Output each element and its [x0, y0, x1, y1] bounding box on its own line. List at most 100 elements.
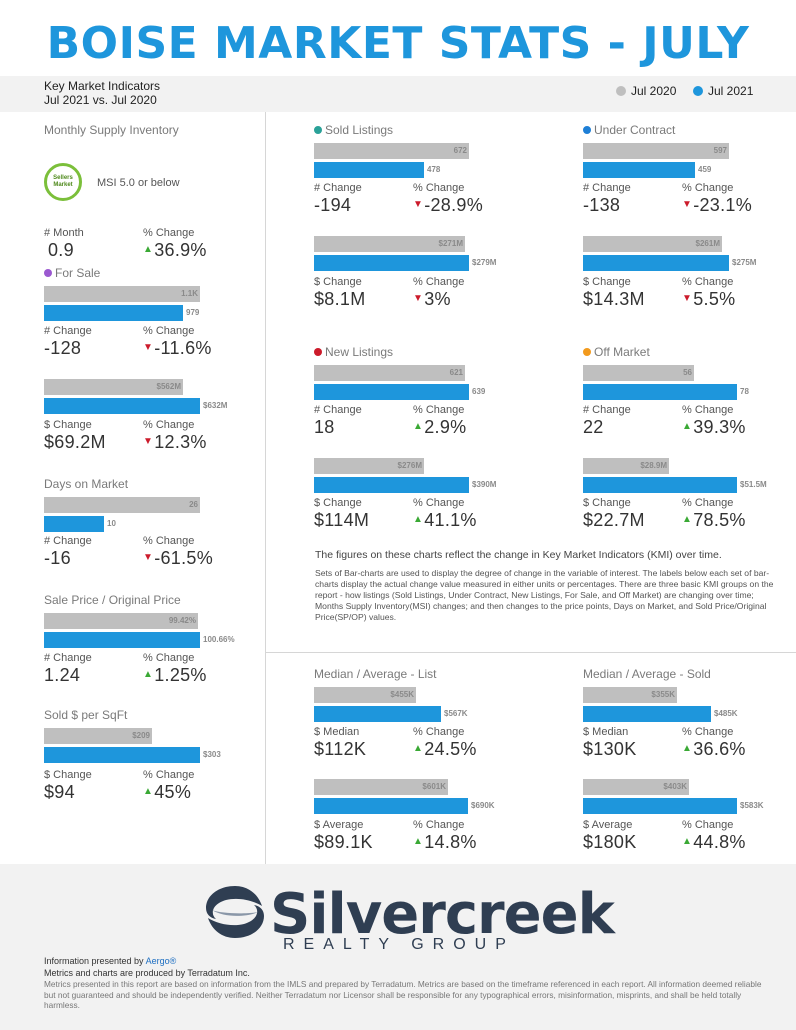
aergo-link[interactable]: Aergo® [145, 956, 177, 966]
section-divider [266, 652, 796, 653]
change-value: $22.7M [583, 510, 645, 531]
bar-jul-2020 [583, 365, 694, 381]
section-title-text: Sold $ per SqFt [44, 708, 128, 722]
pct-change-label: % Change [413, 819, 465, 831]
logo-subtitle: REALTY GROUP [283, 936, 515, 953]
bar-jul-2020 [314, 458, 424, 474]
down-arrow-icon: ▼ [682, 199, 693, 210]
bar-value-label: $562M [156, 382, 181, 391]
change-value: 18 [314, 417, 335, 438]
up-arrow-icon: ▲ [682, 836, 693, 847]
change-label: # Change [44, 652, 92, 664]
value-text: 39.3% [693, 417, 746, 437]
pct-change-value: ▲78.5% [682, 510, 746, 531]
section-title-sold: Sold Listings [314, 123, 393, 137]
presented-by: Information presented by Aergo® [44, 956, 176, 966]
bar-value-label: $209 [132, 731, 150, 740]
bar-jul-2021 [583, 477, 737, 493]
bar-value-label: 621 [449, 368, 463, 377]
section-title-text: Sale Price / Original Price [44, 593, 181, 607]
kmi-label: Key Market Indicators [44, 79, 161, 93]
section-title-new-listings: New Listings [314, 345, 393, 359]
down-arrow-icon: ▼ [682, 293, 693, 304]
bar-jul-2020 [583, 236, 722, 252]
pct-change-value: ▲44.8% [682, 832, 746, 853]
bar-value-label: $390M [472, 480, 497, 489]
bar-jul-2020 [44, 728, 152, 744]
value-text: $8.1M [314, 289, 366, 309]
value-text: -138 [583, 195, 621, 215]
change-value: $94 [44, 782, 75, 803]
value-text: 45% [154, 782, 192, 802]
legend-label: Jul 2020 [631, 84, 677, 98]
change-value: $130K [583, 739, 637, 760]
value-text: 14.8% [424, 832, 477, 852]
pct-change-value: ▼5.5% [682, 289, 735, 310]
bar-jul-2021 [314, 477, 469, 493]
bar-jul-2020 [314, 236, 465, 252]
change-value: $8.1M [314, 289, 366, 310]
value-text: $69.2M [44, 432, 106, 452]
pct-change-label: % Change [682, 819, 734, 831]
legend-label: Jul 2021 [708, 84, 754, 98]
pct-change-value: ▲41.1% [413, 510, 477, 531]
section-title-text: Median / Average - Sold [583, 667, 711, 681]
change-value: $180K [583, 832, 637, 853]
pct-change-label: % Change [413, 497, 465, 509]
bar-jul-2020 [44, 613, 198, 629]
bar-value-label: 78 [740, 387, 749, 396]
change-label: # Change [314, 182, 362, 194]
section-title-days: Days on Market [44, 477, 128, 491]
pct-change-value: ▼-11.6% [143, 338, 212, 359]
value-text: 36.6% [693, 739, 746, 759]
msi-title: Monthly Supply Inventory [44, 123, 179, 137]
change-value: -138 [583, 195, 620, 216]
change-value: 22 [583, 417, 604, 438]
value-text: $114M [314, 510, 370, 530]
value-text: -28.9% [424, 195, 484, 215]
bar-value-label: 459 [698, 165, 712, 174]
change-value: $69.2M [44, 432, 106, 453]
up-arrow-icon: ▲ [143, 786, 154, 797]
bar-jul-2020 [314, 779, 448, 795]
section-title-text: Sold Listings [325, 123, 394, 137]
bar-value-label: 597 [713, 146, 727, 155]
pct-change-value: ▲39.3% [682, 417, 746, 438]
up-arrow-icon: ▲ [413, 421, 424, 432]
pct-change-label: % Change [143, 535, 195, 547]
bar-value-label: $279M [472, 258, 497, 267]
bar-value-label: $403K [663, 782, 687, 791]
pct-change-label: % Change [413, 726, 465, 738]
section-title-text: For Sale [55, 266, 101, 280]
pct-change-value: ▲2.9% [413, 417, 466, 438]
change-value: 1.24 [44, 665, 80, 686]
section-title-text: New Listings [325, 345, 394, 359]
up-arrow-icon: ▲ [413, 514, 424, 525]
up-arrow-icon: ▲ [682, 743, 693, 754]
value-text: -61.5% [154, 548, 214, 568]
value-text: $89.1K [314, 832, 373, 852]
pct-change-label: % Change [143, 652, 195, 664]
bar-value-label: 99.42% [168, 616, 196, 625]
bar-jul-2021 [583, 798, 737, 814]
msi-month-label: # Month [44, 227, 84, 239]
change-label: $ Median [314, 726, 360, 738]
bar-jul-2020 [583, 143, 729, 159]
bar-jul-2021 [44, 747, 200, 763]
pct-change-value: ▲14.8% [413, 832, 477, 853]
notes-headline: The figures on these charts reflect the … [315, 549, 722, 561]
bar-jul-2021 [314, 798, 468, 814]
bar-value-label: $567K [444, 709, 468, 718]
value-text: 1.25% [154, 665, 207, 685]
down-arrow-icon: ▼ [413, 199, 424, 210]
pct-change-value: ▲45% [143, 782, 191, 803]
value-text: -11.6% [154, 338, 212, 358]
legend-gray-dot [616, 86, 626, 96]
bar-value-label: 26 [189, 500, 198, 509]
pct-change-value: ▼-28.9% [413, 195, 483, 216]
produced-by: Metrics and charts are produced by Terra… [44, 968, 250, 978]
change-value: $114M [314, 510, 369, 531]
change-label: $ Change [583, 497, 631, 509]
change-value: $89.1K [314, 832, 373, 853]
disclaimer: Metrics presented in this report are bas… [44, 979, 762, 1010]
